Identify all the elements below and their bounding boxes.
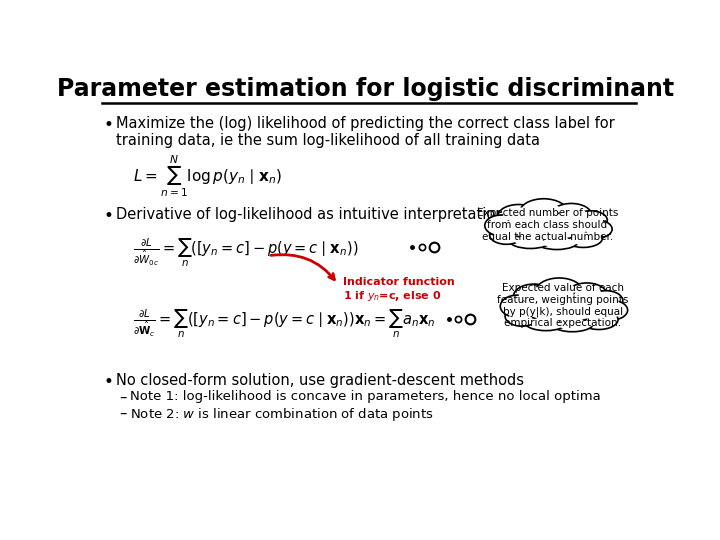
Text: Maximize the (log) likelihood of predicting the correct class label for
training: Maximize the (log) likelihood of predict…: [117, 116, 615, 148]
Ellipse shape: [535, 278, 583, 307]
Ellipse shape: [593, 293, 618, 308]
Ellipse shape: [535, 233, 578, 249]
Ellipse shape: [522, 289, 546, 303]
Text: $L = \sum_{n=1}^{N} \log p(y_n \mid \mathbf{x}_n)$: $L = \sum_{n=1}^{N} \log p(y_n \mid \mat…: [132, 153, 282, 199]
Text: Note 2: $\mathit{w}$ is linear combination of data points: Note 2: $\mathit{w}$ is linear combinati…: [130, 406, 434, 423]
Ellipse shape: [518, 235, 544, 245]
Ellipse shape: [503, 207, 534, 225]
Ellipse shape: [520, 293, 606, 322]
Ellipse shape: [551, 314, 594, 332]
Ellipse shape: [551, 204, 592, 226]
Text: Derivative of log-likelihood as intuitive interpretation: Derivative of log-likelihood as intuitiv…: [117, 207, 505, 222]
Text: $\frac{\partial L}{\partial \hat{\mathbf{W}}_c} = \sum_n \left([y_n = c] - p(y=c: $\frac{\partial L}{\partial \hat{\mathbf…: [132, 307, 435, 340]
Ellipse shape: [505, 298, 530, 315]
Ellipse shape: [524, 313, 567, 330]
Text: $\frac{\partial L}{\partial \hat{W}_{0c}} = \sum_n \left([y_n = c] - p(y=c \mid : $\frac{\partial L}{\partial \hat{W}_{0c}…: [132, 237, 358, 269]
Text: •: •: [104, 373, 114, 391]
Ellipse shape: [530, 315, 562, 328]
Ellipse shape: [575, 288, 599, 302]
Ellipse shape: [556, 206, 587, 224]
Text: Parameter estimation for logistic discriminant: Parameter estimation for logistic discri…: [57, 77, 674, 102]
Text: Note 1: log-likelihood is concave in parameters, hence no local optima: Note 1: log-likelihood is concave in par…: [130, 390, 601, 403]
Ellipse shape: [541, 281, 577, 303]
Ellipse shape: [585, 312, 613, 327]
Ellipse shape: [594, 300, 628, 320]
Ellipse shape: [509, 232, 552, 248]
Ellipse shape: [513, 284, 554, 308]
Ellipse shape: [559, 318, 585, 328]
Ellipse shape: [529, 204, 558, 220]
Ellipse shape: [518, 287, 549, 306]
Ellipse shape: [485, 215, 518, 236]
Ellipse shape: [492, 219, 512, 232]
Ellipse shape: [569, 231, 598, 245]
Ellipse shape: [572, 232, 595, 244]
Ellipse shape: [589, 291, 623, 310]
Ellipse shape: [567, 283, 607, 307]
Text: No closed-form solution, use gradient-descent methods: No closed-form solution, use gradient-de…: [117, 373, 524, 388]
Ellipse shape: [489, 218, 514, 233]
Ellipse shape: [598, 302, 624, 318]
Text: –: –: [120, 390, 127, 405]
Text: Indicator function
1 if $y_n$=c, else 0: Indicator function 1 if $y_n$=c, else 0: [343, 276, 455, 302]
Ellipse shape: [504, 213, 590, 240]
Text: Expected value of each
feature, weighting points
by p(y|k), should equal
empiric: Expected value of each feature, weightin…: [497, 283, 629, 328]
Ellipse shape: [509, 309, 534, 323]
Ellipse shape: [506, 209, 531, 223]
Ellipse shape: [500, 295, 534, 318]
Text: •: •: [104, 207, 114, 225]
Ellipse shape: [596, 295, 616, 307]
Ellipse shape: [533, 316, 559, 327]
Ellipse shape: [526, 202, 562, 222]
Ellipse shape: [496, 229, 516, 240]
Ellipse shape: [574, 211, 607, 229]
Ellipse shape: [507, 300, 527, 313]
Ellipse shape: [494, 228, 519, 242]
Ellipse shape: [585, 224, 606, 235]
Ellipse shape: [520, 199, 567, 226]
Ellipse shape: [541, 235, 573, 247]
Ellipse shape: [580, 214, 600, 226]
Ellipse shape: [490, 226, 523, 244]
Ellipse shape: [514, 234, 546, 246]
Ellipse shape: [545, 284, 574, 301]
Ellipse shape: [556, 316, 588, 329]
Ellipse shape: [600, 304, 621, 316]
Ellipse shape: [578, 213, 603, 227]
Ellipse shape: [578, 220, 612, 239]
Ellipse shape: [544, 236, 570, 246]
Text: –: –: [120, 406, 127, 421]
Ellipse shape: [588, 314, 611, 326]
Ellipse shape: [580, 309, 618, 329]
Ellipse shape: [564, 228, 603, 247]
Text: •: •: [104, 116, 114, 133]
Ellipse shape: [582, 222, 608, 236]
Ellipse shape: [512, 310, 532, 322]
Ellipse shape: [559, 208, 583, 222]
Ellipse shape: [572, 286, 602, 305]
Ellipse shape: [505, 306, 539, 326]
Ellipse shape: [498, 205, 539, 227]
Text: Expected number of points
from each class should
equal the actual number.: Expected number of points from each clas…: [477, 208, 618, 241]
